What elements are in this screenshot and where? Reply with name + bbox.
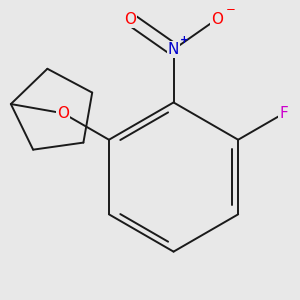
Text: +: + (179, 35, 188, 45)
Text: O: O (124, 11, 136, 26)
Text: F: F (280, 106, 288, 121)
Text: O: O (57, 106, 69, 121)
Text: N: N (168, 42, 179, 57)
Text: −: − (225, 3, 235, 16)
Text: O: O (211, 11, 223, 26)
